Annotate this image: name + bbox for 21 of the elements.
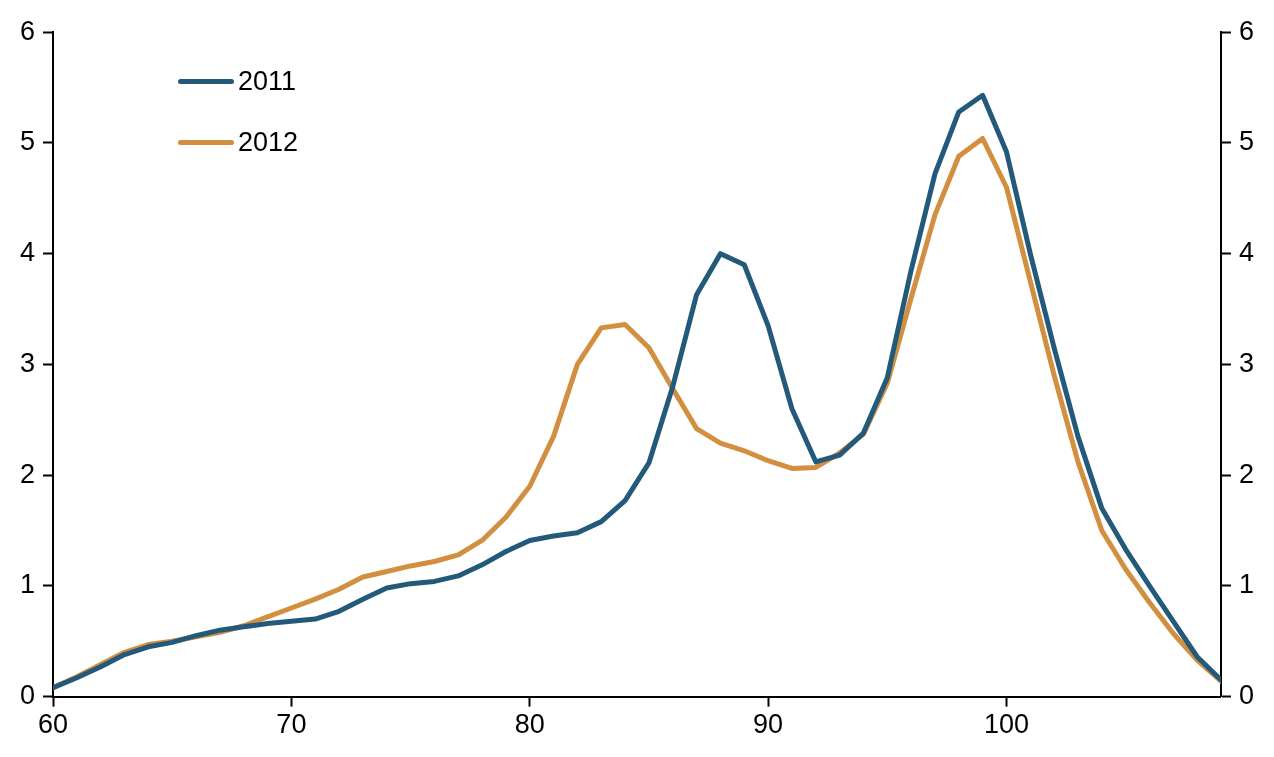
- y2-tick-label: 2: [1238, 458, 1255, 489]
- y-tick-label: 3: [19, 347, 36, 378]
- x-tick-label: 80: [514, 709, 545, 740]
- y-tick-label: 5: [19, 126, 36, 157]
- y-tick-label: 1: [19, 569, 36, 600]
- y2-tick-label: 5: [1238, 126, 1255, 157]
- legend-label: 2012: [238, 127, 299, 158]
- x-tick-label: 90: [753, 709, 784, 740]
- y2-tick-label: 6: [1238, 15, 1255, 46]
- y-tick-label: 6: [19, 15, 36, 46]
- y2-tick-label: 1: [1238, 569, 1255, 600]
- x-tick-label: 70: [276, 709, 307, 740]
- x-tick-label: 100: [983, 709, 1029, 740]
- y-tick-label: 0: [19, 680, 36, 711]
- y2-tick-label: 4: [1238, 237, 1255, 268]
- y-tick-label: 2: [19, 458, 36, 489]
- y-tick-label: 4: [19, 237, 36, 268]
- y2-tick-label: 0: [1238, 680, 1255, 711]
- y2-tick-label: 3: [1238, 347, 1255, 378]
- legend-label: 2011: [238, 66, 297, 97]
- x-tick-label: 60: [37, 709, 69, 740]
